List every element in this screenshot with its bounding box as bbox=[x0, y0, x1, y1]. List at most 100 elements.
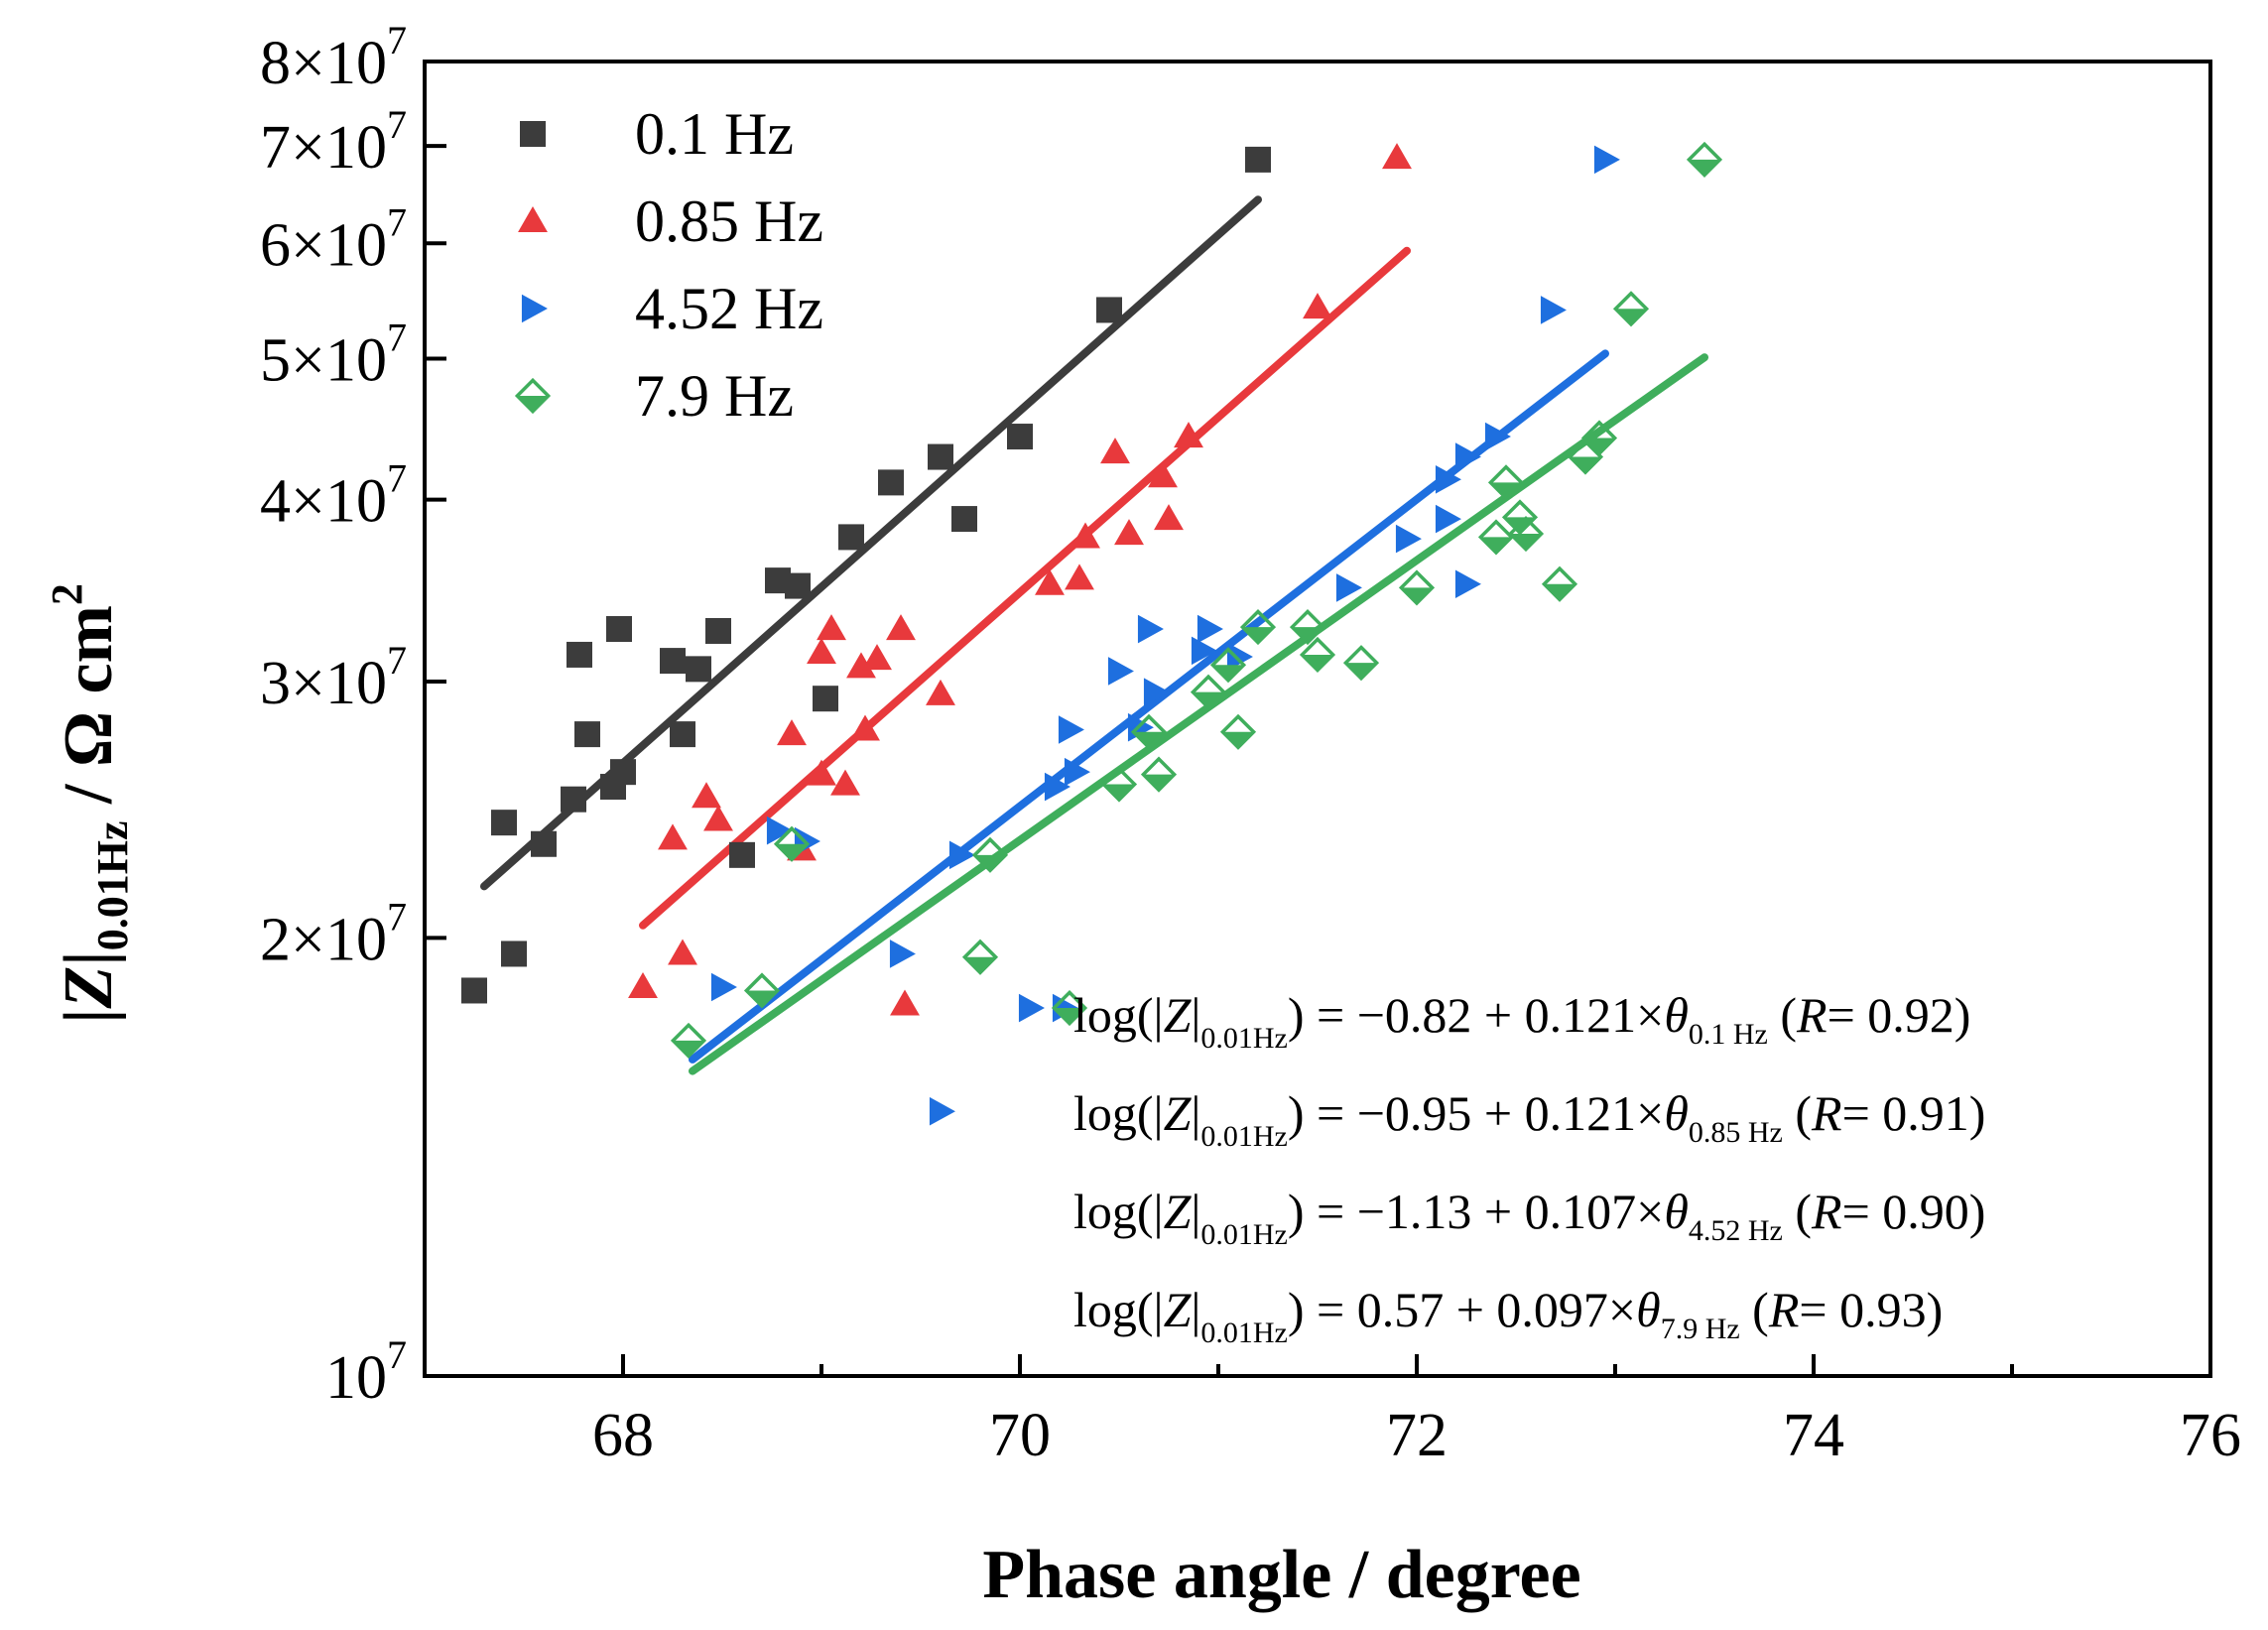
point-series-0-3 bbox=[531, 830, 557, 857]
point-series-2-10 bbox=[1064, 757, 1090, 787]
y-tick-label: 8×107 bbox=[260, 18, 407, 97]
point-series-2-22 bbox=[1454, 442, 1481, 471]
plot-frame bbox=[423, 60, 2212, 1378]
point-series-0-20 bbox=[928, 443, 953, 470]
point-series-2-25 bbox=[1540, 296, 1567, 324]
point-series-2-3 bbox=[889, 940, 916, 968]
legend-label-series-0: 0.1 Hz bbox=[635, 101, 794, 167]
point-series-1-7 bbox=[807, 637, 836, 664]
point-series-0-17 bbox=[813, 686, 838, 712]
point-series-1-4 bbox=[703, 805, 733, 831]
fit-equation-3: log(|Z|0.01Hz) = 0.57 + 0.097×θ7.9 Hz (R… bbox=[1073, 1282, 1943, 1349]
point-series-3-12 bbox=[1239, 608, 1277, 646]
point-series-1-5 bbox=[777, 719, 807, 746]
point-series-2-21 bbox=[1435, 504, 1461, 534]
point-series-0-6 bbox=[574, 721, 600, 748]
point-series-0-12 bbox=[686, 656, 711, 683]
point-series-3-4 bbox=[971, 836, 1009, 873]
y-tick-label: 2×107 bbox=[260, 894, 407, 973]
legend: 0.1 Hz 0.85 Hz 4.52 Hz 7.9 Hz bbox=[514, 101, 823, 429]
point-series-3-6 bbox=[1100, 766, 1138, 803]
x-tick-label: 70 bbox=[989, 1402, 1051, 1469]
point-series-2-11 bbox=[1107, 657, 1134, 686]
legend-label-series-3: 7.9 Hz bbox=[635, 363, 794, 429]
point-series-1-25 bbox=[1303, 293, 1332, 319]
point-series-3-11 bbox=[1219, 713, 1257, 750]
point-series-0-1 bbox=[491, 810, 517, 836]
point-series-3-5 bbox=[1051, 989, 1088, 1027]
point-series-0-13 bbox=[705, 617, 731, 644]
point-series-0-23 bbox=[1096, 297, 1122, 323]
x-axis-title: Phase angle / degree bbox=[982, 1537, 1580, 1613]
legend-label-series-1: 0.85 Hz bbox=[635, 188, 823, 254]
point-series-0-21 bbox=[951, 506, 977, 533]
x-tick-label: 72 bbox=[1386, 1402, 1448, 1469]
point-series-2-23 bbox=[1454, 569, 1481, 599]
point-series-3-21 bbox=[1541, 565, 1578, 602]
y-tick-label: 107 bbox=[325, 1332, 407, 1412]
legend-label-series-2: 4.52 Hz bbox=[635, 276, 823, 341]
point-series-3-7 bbox=[1130, 713, 1168, 750]
point-series-0-10 bbox=[660, 648, 686, 675]
point-series-1-12 bbox=[850, 714, 880, 741]
fit-line-series-3 bbox=[689, 353, 1708, 1075]
point-series-1-20 bbox=[1100, 438, 1130, 464]
point-series-2-19 bbox=[1395, 524, 1422, 554]
point-series-2-15 bbox=[1191, 636, 1217, 666]
legend-marker-series-0 bbox=[520, 121, 546, 147]
point-series-2-4 bbox=[929, 1096, 955, 1126]
point-series-3-20 bbox=[1507, 515, 1545, 553]
point-series-0-2 bbox=[501, 940, 527, 967]
point-series-1-11 bbox=[846, 652, 876, 679]
point-series-2-17 bbox=[1226, 642, 1253, 672]
point-series-0-8 bbox=[606, 616, 632, 643]
y-tick-label: 4×107 bbox=[260, 456, 407, 536]
axes: 68 70 72 74 76 107 2×107 3×107 4×107 5×107 6×107 7×… bbox=[260, 18, 2241, 1469]
point-series-2-20 bbox=[1435, 464, 1461, 494]
point-series-0-18 bbox=[838, 524, 864, 551]
point-series-2-6 bbox=[1018, 993, 1045, 1023]
point-series-3-18 bbox=[1487, 464, 1525, 501]
legend-marker-series-1 bbox=[518, 206, 548, 233]
point-series-2-14 bbox=[1143, 678, 1170, 706]
point-series-1-22 bbox=[1148, 461, 1178, 488]
point-series-1-14 bbox=[886, 614, 916, 641]
point-series-3-14 bbox=[1299, 636, 1336, 674]
point-series-1-9 bbox=[817, 614, 846, 641]
point-series-3-10 bbox=[1209, 647, 1247, 684]
fit-line-series-2 bbox=[689, 349, 1609, 1064]
point-series-3-25 bbox=[1686, 141, 1723, 178]
point-series-0-4 bbox=[561, 786, 586, 813]
point-series-2-0 bbox=[710, 972, 737, 1002]
y-axis-title: |Z|0.01Hz / Ω cm2 bbox=[43, 583, 137, 1024]
y-tick-label: 5×107 bbox=[260, 314, 407, 394]
point-series-1-15 bbox=[890, 989, 920, 1016]
point-series-3-24 bbox=[1612, 291, 1650, 327]
y-tick-label: 7×107 bbox=[260, 102, 407, 182]
point-series-1-13 bbox=[862, 644, 892, 671]
fit-equations: log(|Z|0.01Hz) = −0.82 + 0.121×θ0.1 Hz (… bbox=[1073, 987, 1985, 1349]
point-series-1-16 bbox=[926, 679, 955, 705]
point-series-0-5 bbox=[567, 641, 592, 668]
legend-marker-series-3 bbox=[514, 377, 552, 415]
point-series-2-5 bbox=[948, 840, 975, 870]
legend-marker-series-2 bbox=[521, 294, 548, 323]
point-series-2-16 bbox=[1197, 614, 1223, 644]
x-tick-label: 76 bbox=[2180, 1402, 2241, 1469]
point-series-0-14 bbox=[729, 841, 755, 868]
point-series-3-0 bbox=[670, 1022, 707, 1059]
point-series-0-19 bbox=[878, 469, 904, 496]
point-series-0-24 bbox=[1245, 146, 1271, 173]
point-series-3-2 bbox=[773, 825, 811, 862]
point-series-3-17 bbox=[1477, 519, 1515, 556]
point-series-0-22 bbox=[1007, 424, 1033, 450]
y-tick-label: 6×107 bbox=[260, 199, 407, 279]
point-series-2-1 bbox=[766, 815, 793, 845]
point-series-1-24 bbox=[1174, 422, 1203, 448]
point-series-0-9 bbox=[610, 759, 636, 786]
x-tick-label: 68 bbox=[592, 1402, 654, 1469]
point-series-1-21 bbox=[1114, 519, 1144, 546]
point-series-3-1 bbox=[743, 972, 781, 1009]
point-series-1-3 bbox=[692, 782, 721, 809]
